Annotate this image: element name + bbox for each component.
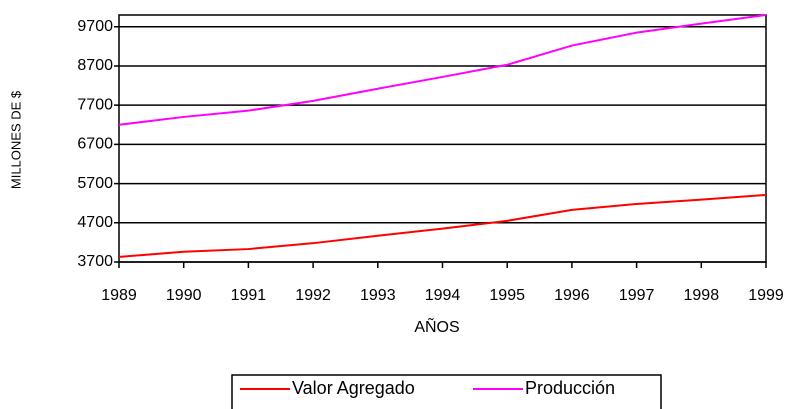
x-tick-label: 1992	[295, 287, 331, 304]
x-tick-label: 1997	[619, 287, 655, 304]
x-tick-label: 1994	[425, 287, 461, 304]
line-series	[118, 193, 767, 258]
x-tick-label: 1991	[231, 287, 267, 304]
x-axis-label: AÑOS	[414, 316, 459, 336]
y-tick-label: 3700	[77, 253, 113, 270]
legend-label: Valor Agregado	[292, 378, 415, 398]
x-tick-label: 1995	[489, 287, 525, 304]
legend-label: Producción	[525, 378, 615, 398]
y-tick-label: 4700	[77, 214, 113, 231]
y-tick-label: 5700	[77, 175, 113, 192]
x-tick-label: 1999	[748, 287, 784, 304]
line-series	[118, 14, 767, 126]
y-tick-label: 8700	[77, 57, 113, 74]
y-axis-label: MILLONES DE $	[8, 90, 23, 189]
x-tick-label: 1998	[684, 287, 720, 304]
x-tick-label: 1996	[554, 287, 590, 304]
y-tick-label: 7700	[77, 96, 113, 113]
y-tick-label: 6700	[77, 136, 113, 153]
y-tick-label: 9700	[77, 18, 113, 35]
x-tick-label: 1993	[360, 287, 396, 304]
x-tick-label: 1989	[101, 287, 137, 304]
plot-frame	[118, 14, 767, 263]
legend-box	[231, 374, 662, 409]
x-tick-label: 1990	[166, 287, 202, 304]
